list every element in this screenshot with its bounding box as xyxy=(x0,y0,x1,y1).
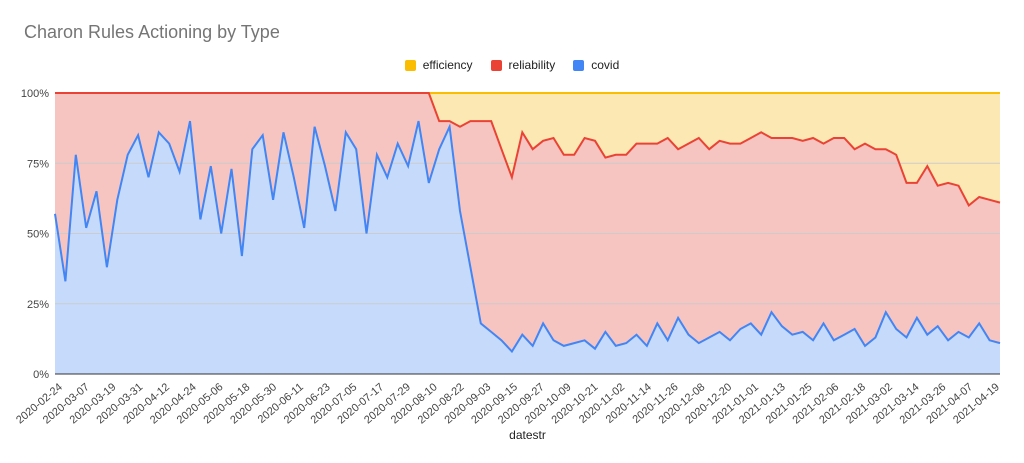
series-reliability-line xyxy=(55,92,1001,207)
y-tick-label: 100% xyxy=(21,88,49,100)
y-tick-label: 50% xyxy=(27,229,49,241)
legend-label-covid: covid xyxy=(591,58,620,72)
series-efficiency-area xyxy=(55,93,1000,206)
legend-item-efficiency[interactable]: efficiency xyxy=(404,58,473,72)
legend-swatch-covid xyxy=(573,59,585,71)
legend-item-covid[interactable]: covid xyxy=(573,58,619,72)
y-tick-label: 75% xyxy=(27,158,49,170)
chart-title: Charon Rules Actioning by Type xyxy=(24,22,280,42)
y-tick-label: 0% xyxy=(33,369,49,381)
series-covid-area xyxy=(55,121,1000,374)
legend: efficiency reliability covid xyxy=(0,58,1024,72)
x-axis-title: datestr xyxy=(509,428,546,442)
legend-item-reliability[interactable]: reliability xyxy=(490,58,556,72)
legend-swatch-reliability xyxy=(490,59,502,71)
series-reliability-area xyxy=(55,93,1000,352)
y-tick-label: 25% xyxy=(27,299,49,311)
series-covid-line xyxy=(54,120,1001,354)
legend-swatch-efficiency xyxy=(404,59,416,71)
legend-label-efficiency: efficiency xyxy=(422,58,473,72)
legend-label-reliability: reliability xyxy=(508,58,556,72)
